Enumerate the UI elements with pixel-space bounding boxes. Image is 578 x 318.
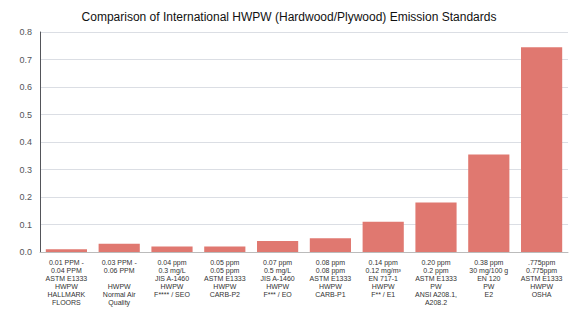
svg-text:0.5: 0.5 xyxy=(19,110,32,120)
svg-text:HWPW: HWPW xyxy=(372,283,395,290)
svg-text:0.05 ppm: 0.05 ppm xyxy=(210,267,239,275)
svg-text:0.05 ppm: 0.05 ppm xyxy=(210,259,239,267)
svg-text:HWPW: HWPW xyxy=(319,283,342,290)
svg-text:0.07 ppm: 0.07 ppm xyxy=(263,259,292,267)
svg-text:EN 120: EN 120 xyxy=(477,275,500,282)
svg-text:HWPW: HWPW xyxy=(530,283,553,290)
svg-text:0.06 PPM: 0.06 PPM xyxy=(104,267,135,274)
svg-text:CARB-P2: CARB-P2 xyxy=(210,291,240,298)
svg-text:F**** / SEO: F**** / SEO xyxy=(154,291,190,298)
svg-text:0.5 mg/L: 0.5 mg/L xyxy=(264,267,291,275)
svg-text:0.7: 0.7 xyxy=(19,55,32,65)
svg-text:HWPW: HWPW xyxy=(213,283,236,290)
svg-text:HWPW: HWPW xyxy=(161,283,184,290)
svg-text:30 mg/100 g: 30 mg/100 g xyxy=(469,267,508,275)
svg-text:0.08 ppm: 0.08 ppm xyxy=(316,267,345,275)
svg-text:0.14 ppm: 0.14 ppm xyxy=(369,259,398,267)
svg-text:CARB-P1: CARB-P1 xyxy=(315,291,345,298)
svg-text:JIS A-1460: JIS A-1460 xyxy=(260,275,294,282)
svg-text:EN 717-1: EN 717-1 xyxy=(368,275,398,282)
svg-text:0.6: 0.6 xyxy=(19,82,32,92)
svg-text:JIS A-1460: JIS A-1460 xyxy=(155,275,189,282)
svg-text:HWPW: HWPW xyxy=(108,283,131,290)
svg-text:0.20 ppm: 0.20 ppm xyxy=(421,259,450,267)
svg-text:.775ppm: .775ppm xyxy=(528,259,555,267)
svg-text:0.08 ppm: 0.08 ppm xyxy=(316,259,345,267)
svg-text:0.2 ppm: 0.2 ppm xyxy=(423,267,448,275)
svg-text:OSHA: OSHA xyxy=(532,291,552,298)
svg-text:HWPW: HWPW xyxy=(55,283,78,290)
svg-text:PW: PW xyxy=(430,283,442,290)
svg-text:ASTM E1333: ASTM E1333 xyxy=(204,275,246,282)
svg-text:0.04 PPM: 0.04 PPM xyxy=(51,267,82,274)
svg-text:0.01 PPM -: 0.01 PPM - xyxy=(49,259,85,266)
svg-text:ASTM E1333: ASTM E1333 xyxy=(415,275,457,282)
svg-text:0.0: 0.0 xyxy=(19,247,32,257)
svg-text:0.3: 0.3 xyxy=(19,165,32,175)
svg-text:Quality: Quality xyxy=(108,299,130,307)
svg-text:A208.2: A208.2 xyxy=(425,299,447,306)
svg-text:HWPW: HWPW xyxy=(266,283,289,290)
svg-text:0.4: 0.4 xyxy=(19,137,32,147)
svg-text:0.3 mg/L: 0.3 mg/L xyxy=(158,267,185,275)
svg-text:0.2: 0.2 xyxy=(19,192,32,202)
svg-text:PW: PW xyxy=(483,283,495,290)
svg-text:Comparison of International HW: Comparison of International HWPW (Hardwo… xyxy=(82,10,497,24)
svg-text:HALLMARK: HALLMARK xyxy=(48,291,86,298)
svg-text:0.8: 0.8 xyxy=(19,27,32,37)
svg-text:ASTM E1333: ASTM E1333 xyxy=(521,275,563,282)
svg-text:0.38 ppm: 0.38 ppm xyxy=(474,259,503,267)
svg-text:ANSI A208.1,: ANSI A208.1, xyxy=(415,291,457,298)
svg-text:FLOORS: FLOORS xyxy=(52,299,81,306)
svg-text:Normal Air: Normal Air xyxy=(103,291,136,298)
svg-text:ASTM E1333: ASTM E1333 xyxy=(46,275,88,282)
svg-text:F** / E1: F** / E1 xyxy=(371,291,395,298)
svg-text:0.775ppm: 0.775ppm xyxy=(526,267,557,275)
svg-text:0.1: 0.1 xyxy=(19,220,32,230)
svg-text:0.04 ppm: 0.04 ppm xyxy=(157,259,186,267)
svg-text:0.03 PPM -: 0.03 PPM - xyxy=(102,259,138,266)
svg-text:ASTM E1333: ASTM E1333 xyxy=(310,275,352,282)
svg-text:F*** / EO: F*** / EO xyxy=(263,291,292,298)
svg-text:E2: E2 xyxy=(485,291,494,298)
svg-text:0.12 mg/m³: 0.12 mg/m³ xyxy=(365,267,401,275)
